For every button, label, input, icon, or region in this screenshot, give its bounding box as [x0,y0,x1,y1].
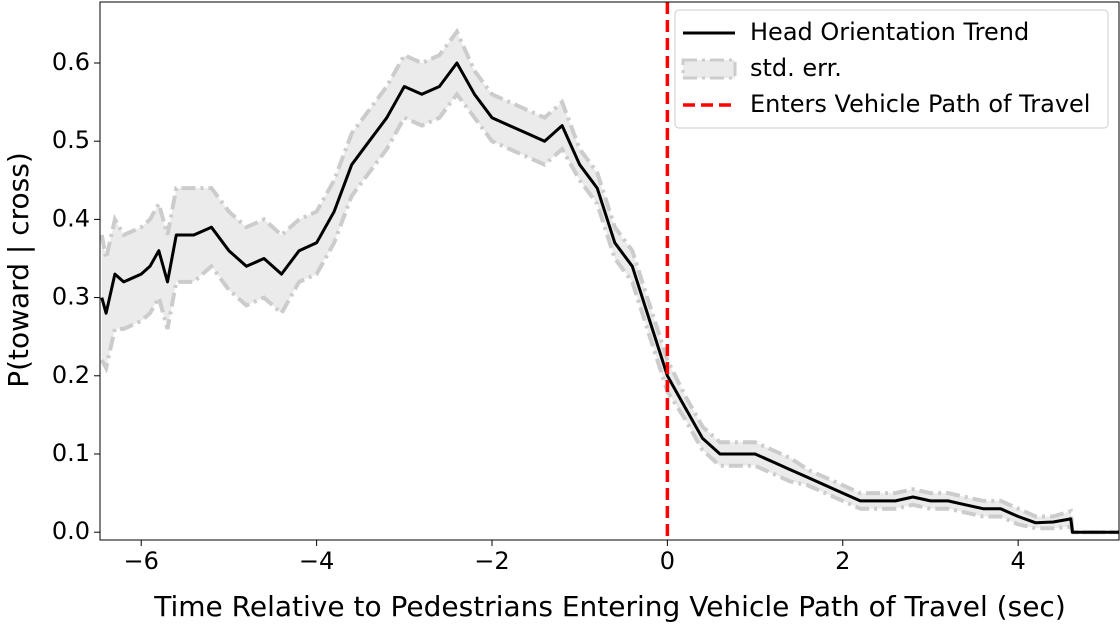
y-tick-label: 0.5 [52,126,90,154]
legend-swatch [681,58,737,80]
y-tick-label: 0.2 [52,361,90,389]
y-tick-label: 0.3 [52,283,90,311]
x-axis-label: Time Relative to Pedestrians Entering Ve… [153,590,1066,623]
y-tick-label: 0.6 [52,48,90,76]
legend-label: Head Orientation Trend [750,18,1029,46]
std-err-edge [100,27,1119,535]
y-axis-label: P(toward | cross) [2,152,35,388]
x-tick-label: −6 [124,547,159,575]
legend-label: std. err. [750,54,842,82]
x-tick-label: −4 [299,547,334,575]
plot [100,2,1119,540]
legend-box [674,9,1109,129]
x-tick-label: 2 [835,547,850,575]
y-tick-label: 0.0 [52,517,90,545]
x-tick-label: 0 [660,547,675,575]
y-tick-label: 0.4 [52,204,90,232]
x-tick-label: −2 [474,547,509,575]
axes-frame [99,1,1120,541]
y-tick-label: 0.1 [52,439,90,467]
trend-line [100,61,1119,534]
legend-label: Enters Vehicle Path of Travel [750,90,1090,118]
std-err-edge [100,90,1119,535]
x-tick-label: 4 [1011,547,1026,575]
